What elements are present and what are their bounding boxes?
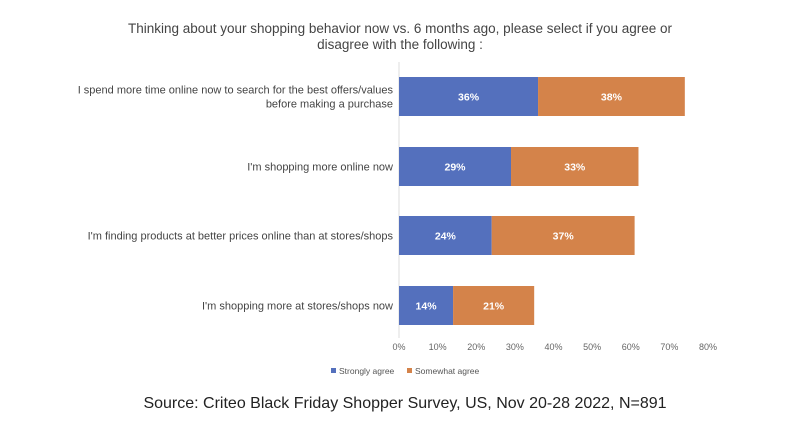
stacked-bar-chart: Thinking about your shopping behavior no… — [78, 21, 717, 376]
x-tick-label: 80% — [699, 342, 717, 352]
legend-label: Strongly agree — [339, 366, 395, 376]
data-label: 21% — [483, 301, 505, 313]
bar-somewhat-agree — [511, 147, 639, 186]
data-label: 24% — [435, 231, 457, 243]
data-label: 36% — [458, 92, 480, 104]
x-tick-label: 60% — [622, 342, 640, 352]
data-label: 37% — [553, 231, 575, 243]
category-label: before making a purchase — [266, 99, 393, 111]
data-label: 33% — [564, 162, 586, 174]
x-tick-label: 20% — [467, 342, 485, 352]
bar-strongly-agree — [399, 216, 492, 255]
bar-strongly-agree — [399, 286, 454, 325]
bar-somewhat-agree — [538, 77, 685, 116]
chart-title: Thinking about your shopping behavior no… — [128, 21, 673, 36]
bar-strongly-agree — [399, 147, 512, 186]
legend-swatch — [331, 368, 336, 373]
x-tick-label: 30% — [506, 342, 524, 352]
x-tick-label: 70% — [660, 342, 678, 352]
category-label: I'm finding products at better prices on… — [88, 231, 394, 243]
category-label: I'm shopping more at stores/shops now — [202, 301, 393, 313]
legend-swatch — [407, 368, 412, 373]
source-caption: Source: Criteo Black Friday Shopper Surv… — [143, 395, 667, 412]
x-tick-label: 40% — [544, 342, 562, 352]
category-label: I'm shopping more online now — [247, 162, 393, 174]
legend-label: Somewhat agree — [415, 366, 480, 376]
chart-title: disagree with the following : — [317, 37, 483, 52]
x-tick-label: 0% — [392, 342, 405, 352]
x-tick-label: 50% — [583, 342, 601, 352]
data-label: 14% — [416, 301, 438, 313]
bar-strongly-agree — [399, 77, 539, 116]
bar-somewhat-agree — [491, 216, 635, 255]
x-tick-label: 10% — [429, 342, 447, 352]
data-label: 38% — [601, 92, 623, 104]
category-label: I spend more time online now to search f… — [78, 85, 394, 97]
data-label: 29% — [444, 162, 466, 174]
bar-somewhat-agree — [453, 286, 535, 325]
